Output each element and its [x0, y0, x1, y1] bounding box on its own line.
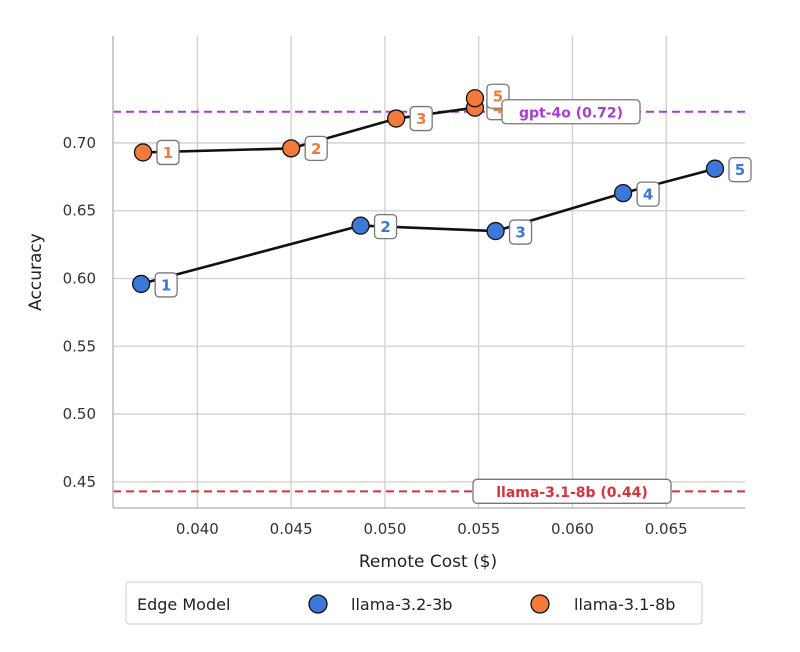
- svg-text:llama-3.1-8b (0.44): llama-3.1-8b (0.44): [496, 485, 647, 501]
- reference-label-llama-3-1-8b-0-44: llama-3.1-8b (0.44): [472, 478, 672, 504]
- y-tick-label: 0.70: [63, 134, 96, 152]
- data-point-llama-3-1-8b-1: [133, 143, 153, 162]
- legend: Edge Model llama-3.2-3b llama-3.1-8b: [125, 581, 703, 625]
- data-point-llama-3-2-3b-1: [131, 274, 151, 294]
- svg-text:2: 2: [380, 218, 390, 236]
- x-tick-label: 0.065: [645, 520, 688, 538]
- x-tick-label: 0.040: [176, 520, 219, 538]
- point-label-llama-3-2-3b-5: 5: [728, 157, 752, 183]
- legend-label-llama-3-2-3b: llama-3.2-3b: [351, 595, 452, 614]
- point-label-llama-3-2-3b-2: 2: [373, 213, 398, 240]
- x-tick-label: 0.050: [363, 520, 406, 538]
- data-point-llama-3-1-8b-3: [387, 109, 406, 128]
- legend-box: [125, 581, 703, 625]
- data-point-llama-3-2-3b-5: [705, 159, 725, 178]
- grid: [113, 36, 745, 508]
- reference-lines: [113, 110, 745, 493]
- series-line-llama-3-2-3b: [140, 167, 716, 286]
- x-tick-label: 0.045: [270, 520, 313, 538]
- svg-text:3: 3: [515, 224, 525, 242]
- data-point-llama-3-2-3b-2: [351, 216, 370, 235]
- point-label-llama-3-2-3b-3: 3: [508, 219, 533, 245]
- reference-label-gpt-4o-0-72: gpt-4o (0.72): [501, 99, 641, 125]
- x-tick-label: 0.055: [457, 520, 500, 538]
- tick-labels: 0.040 0.045 0.050 0.055 0.060 0.065 0.45 0.50 0.…: [63, 134, 688, 538]
- y-tick-label: 0.65: [63, 202, 96, 220]
- svg-text:gpt-4o (0.72): gpt-4o (0.72): [519, 105, 623, 121]
- svg-text:5: 5: [493, 88, 503, 106]
- point-labels: 1234512345: [154, 83, 752, 298]
- reference-labels: gpt-4o (0.72) llama-3.1-8b (0.44): [472, 99, 672, 504]
- point-label-llama-3-1-8b-2: 2: [304, 135, 328, 162]
- point-label-llama-3-2-3b-4: 4: [636, 181, 660, 207]
- legend-title: Edge Model: [137, 595, 230, 614]
- point-label-llama-3-1-8b-3: 3: [409, 105, 433, 132]
- point-label-llama-3-1-8b-1: 1: [156, 139, 180, 166]
- point-label-llama-3-2-3b-1: 1: [154, 272, 178, 298]
- y-tick-label: 0.60: [63, 270, 96, 288]
- svg-text:1: 1: [163, 144, 173, 162]
- data-points: [131, 89, 725, 294]
- y-tick-label: 0.50: [63, 405, 96, 423]
- data-point-llama-3-1-8b-2: [282, 139, 301, 158]
- svg-text:1: 1: [161, 276, 171, 294]
- x-tick-label: 0.060: [551, 520, 594, 538]
- data-point-llama-3-2-3b-4: [613, 183, 633, 203]
- svg-text:5: 5: [735, 161, 745, 179]
- legend-label-llama-3-1-8b: llama-3.1-8b: [574, 595, 675, 614]
- data-point-llama-3-1-8b-5: [465, 89, 485, 108]
- svg-text:2: 2: [311, 140, 321, 158]
- y-axis-title: Accuracy: [26, 233, 46, 311]
- svg-text:4: 4: [643, 186, 653, 204]
- axes: [112, 36, 745, 509]
- legend-marker-llama-3-1-8b: [530, 594, 550, 614]
- svg-text:3: 3: [416, 110, 426, 128]
- data-point-llama-3-2-3b-3: [486, 221, 505, 241]
- y-tick-label: 0.55: [63, 337, 96, 355]
- legend-marker-llama-3-2-3b: [308, 594, 328, 614]
- y-tick-label: 0.45: [63, 473, 96, 491]
- x-axis-title: Remote Cost ($): [359, 552, 497, 572]
